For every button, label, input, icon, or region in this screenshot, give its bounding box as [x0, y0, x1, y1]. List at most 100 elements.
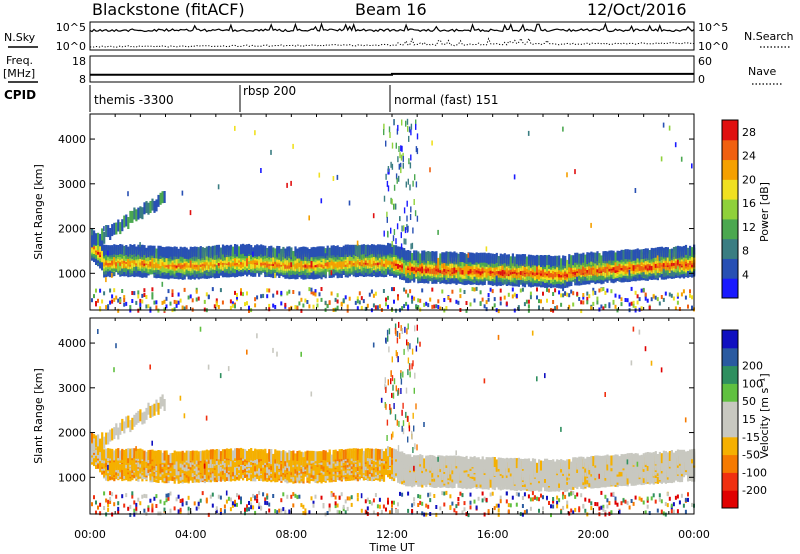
echo-cell [594, 263, 597, 274]
echo-cell [411, 253, 414, 263]
echo-cell [433, 251, 436, 262]
echo-cell [358, 300, 361, 305]
echo-cell [199, 450, 202, 461]
echo-cell [211, 287, 214, 292]
echo-cell [246, 349, 248, 355]
echo-cell [187, 249, 190, 260]
echo-cell [195, 289, 198, 294]
echo-cell [225, 499, 228, 504]
echo-cell [284, 451, 287, 462]
echo-cell [143, 202, 146, 215]
echo-cell [234, 253, 237, 264]
echo-cell [246, 301, 248, 306]
cpid-label: CPID [4, 88, 36, 102]
echo-cell [465, 301, 468, 305]
echo-cell [211, 245, 214, 256]
echo-cell [554, 306, 557, 311]
echo-cell [223, 245, 227, 256]
echo-cell [515, 254, 518, 265]
echo-cell [330, 270, 333, 276]
echo-cell [274, 273, 276, 278]
echo-cell [417, 305, 420, 310]
echo-cell [413, 296, 416, 301]
echo-cell [632, 303, 635, 308]
echo-cell [678, 246, 682, 257]
echo-cell [185, 461, 188, 472]
echo-cell [169, 301, 172, 306]
echo-cell [195, 297, 198, 302]
echo-cell [189, 257, 192, 268]
echo-cell [473, 253, 476, 264]
echo-cell [562, 126, 564, 132]
echo-cell [213, 245, 216, 256]
echo-cell [234, 448, 237, 459]
echo-cell [103, 506, 106, 510]
y-tick-label: 2000 [58, 223, 86, 236]
echo-cell [330, 245, 333, 256]
echo-cell [684, 244, 688, 255]
echo-cell [332, 245, 335, 256]
echo-cell [459, 252, 462, 262]
echo-cell [592, 301, 595, 306]
power-colorbar-tick: 4 [742, 268, 749, 281]
echo-cell [439, 265, 441, 271]
echo-cell [125, 245, 128, 255]
echo-cell [385, 297, 387, 302]
echo-cell [320, 198, 323, 204]
echo-cell [147, 505, 150, 510]
echo-cell [280, 290, 283, 295]
echo-cell [141, 293, 144, 298]
echo-cell [109, 500, 112, 504]
echo-cell [542, 291, 544, 296]
echo-cell [620, 302, 623, 307]
echo-cell [105, 448, 108, 459]
echo-cell [225, 448, 229, 459]
echo-cell [473, 287, 476, 292]
echo-cell [479, 252, 482, 263]
echo-cell [411, 299, 414, 304]
echo-cell [650, 247, 653, 258]
echo-cell [566, 276, 569, 287]
echo-cell [276, 245, 279, 256]
echo-cell [407, 306, 410, 311]
echo-cell [364, 306, 367, 311]
echo-cell [391, 163, 394, 170]
echo-cell [475, 252, 478, 263]
echo-cell [111, 245, 114, 256]
echo-cell [342, 299, 345, 303]
echo-cell [268, 502, 271, 507]
echo-cell [348, 200, 351, 206]
echo-cell [451, 252, 454, 263]
echo-cell [582, 295, 585, 300]
echo-cell [602, 287, 605, 291]
echo-cell [646, 248, 649, 259]
echo-cell [372, 293, 375, 298]
echo-cell [413, 250, 416, 261]
echo-cell [592, 287, 595, 292]
echo-cell [262, 293, 265, 298]
echo-cell [604, 303, 607, 308]
echo-cell [131, 494, 134, 499]
echo-cell [382, 244, 386, 255]
echo-cell [304, 246, 307, 257]
echo-cell [171, 293, 174, 297]
echo-cell [670, 293, 673, 298]
echo-cell [332, 258, 335, 269]
freq-tick-left-top: 18 [72, 55, 86, 68]
echo-cell [185, 501, 188, 506]
echo-cell [546, 255, 549, 266]
echo-cell [193, 246, 196, 257]
echo-cell [268, 449, 271, 460]
echo-cell [127, 506, 130, 511]
echo-cell [145, 247, 148, 258]
echo-cell [157, 450, 160, 460]
echo-cell [598, 288, 601, 293]
echo-cell [137, 448, 140, 459]
date-title: 12/Oct/2016 [587, 0, 687, 19]
echo-cell [407, 293, 410, 298]
echo-cell [380, 244, 384, 255]
echo-cell [461, 252, 464, 263]
echo-cell [310, 287, 313, 292]
